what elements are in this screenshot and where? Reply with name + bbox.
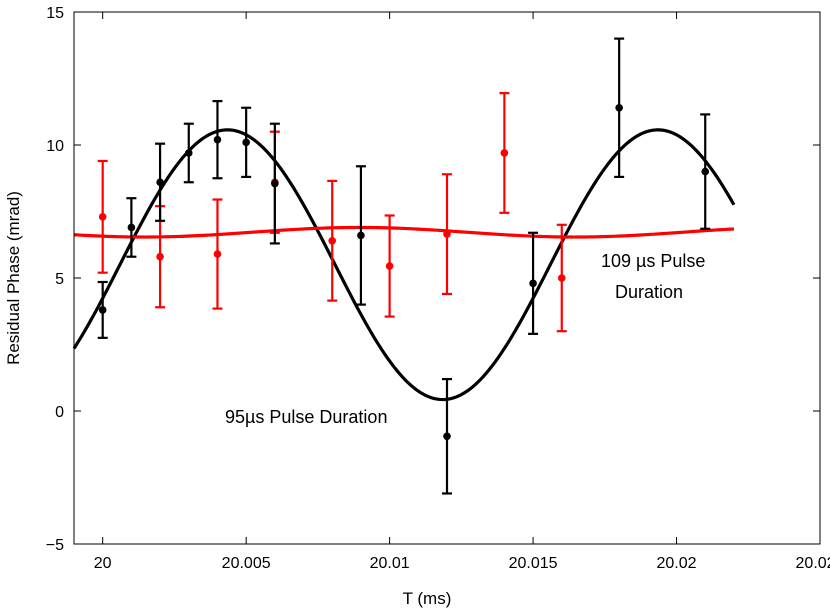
marker: [500, 149, 509, 157]
x-axis-label: T (ms): [403, 589, 452, 608]
marker: [98, 213, 107, 221]
tick-labels: 20 20.005 20.01 20.015 20.02 20.025 −5 0 5 10 15: [46, 5, 830, 572]
marker: [328, 236, 337, 245]
x-tick-label: 20.025: [796, 555, 830, 572]
data-point-109us: [384, 214, 395, 318]
data-point-95us: [155, 142, 166, 222]
data-point-95us: [442, 377, 452, 495]
plot-frame: [73, 11, 821, 545]
y-tick-label: 5: [55, 271, 64, 288]
fit-curve-95us: [72, 128, 736, 402]
fit-curves: [72, 128, 736, 402]
marker: [443, 230, 451, 238]
marker: [443, 432, 451, 441]
data-point-95us: [528, 231, 539, 335]
black-series-annotation: 95µs Pulse Duration: [225, 407, 387, 427]
data-point-109us: [499, 92, 510, 214]
data-point-95us: [212, 100, 223, 180]
data-point-95us: [97, 280, 108, 339]
marker: [529, 279, 537, 288]
marker: [213, 135, 222, 144]
y-tick-label: −5: [46, 537, 64, 554]
x-tick-label: 20.01: [370, 555, 410, 572]
marker: [615, 103, 623, 112]
y-axis-label: Residual Phase (mrad): [4, 191, 23, 365]
data-point-109us: [442, 173, 452, 296]
marker: [184, 149, 193, 157]
x-tick-label: 20.02: [657, 555, 697, 572]
red-series-annotation-line1: 109 µs Pulse: [601, 251, 705, 271]
y-tick-label: 0: [55, 404, 64, 421]
data-point-95us: [241, 106, 252, 179]
marker: [271, 179, 279, 188]
marker: [127, 223, 136, 232]
fit-curve-109us: [73, 225, 735, 239]
data-point-95us: [183, 122, 194, 184]
data-point-95us: [269, 122, 280, 245]
marker: [156, 252, 164, 261]
marker: [557, 274, 566, 282]
data-point-95us: [614, 37, 625, 179]
data-point-109us: [556, 223, 567, 333]
marker: [385, 262, 394, 270]
y-tick-label: 15: [46, 5, 64, 22]
marker: [213, 250, 222, 258]
y-tick-label: 10: [46, 138, 64, 155]
data-point-109us: [97, 159, 108, 274]
x-tick-label: 20.015: [509, 555, 558, 572]
data-point-95us: [700, 113, 711, 230]
marker: [357, 231, 365, 240]
marker: [242, 138, 250, 147]
data-point-95us: [355, 165, 366, 306]
red-series-annotation-line2: Duration: [615, 282, 683, 302]
data-point-95us: [126, 197, 137, 258]
marker: [701, 167, 710, 176]
data-point-109us: [327, 179, 338, 302]
marker: [156, 178, 164, 187]
marker: [98, 306, 107, 314]
x-tick-label: 20: [94, 555, 112, 572]
data-points: [97, 37, 711, 495]
data-point-109us: [212, 198, 223, 310]
x-tick-label: 20.005: [222, 555, 271, 572]
